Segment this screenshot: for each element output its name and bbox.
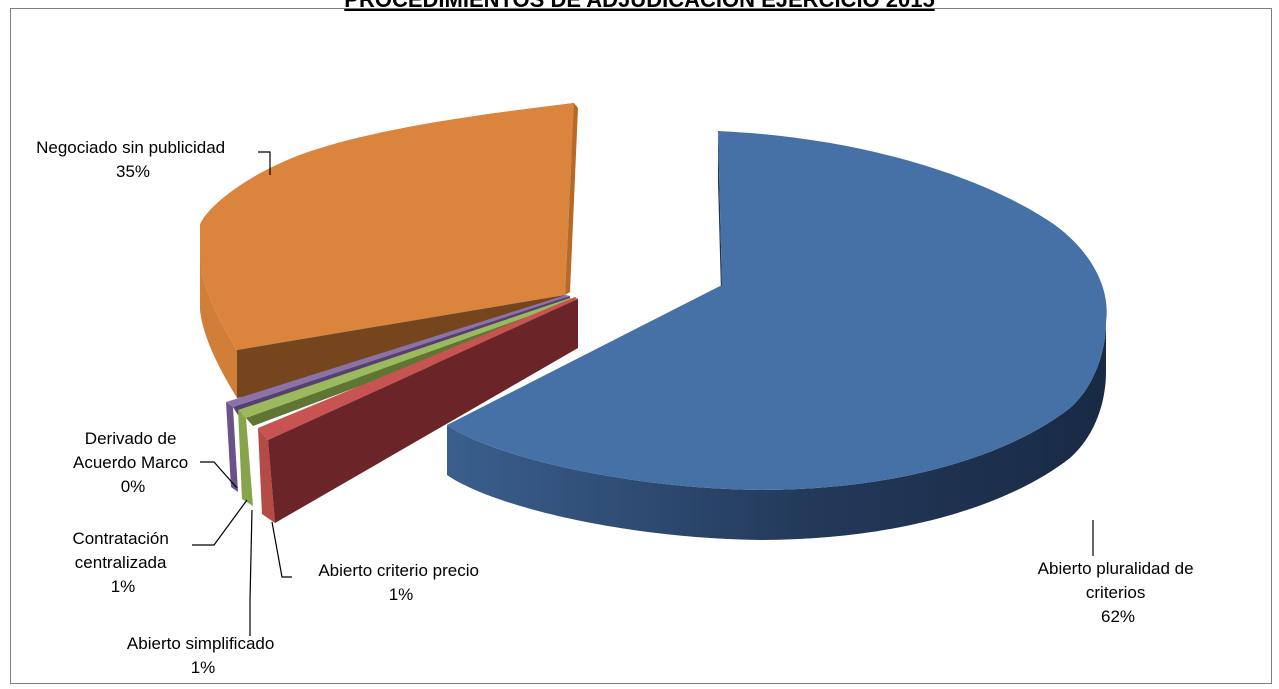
leader-criterio-precio	[271, 521, 292, 578]
leader-derivado	[200, 461, 238, 489]
slice-abierto-criterio-precio[interactable]	[258, 297, 578, 523]
slice-negociado-sin-publicidad[interactable]	[200, 103, 578, 398]
label-criterio-precio: Abierto criterio precio 1%	[318, 561, 483, 604]
leader-simplificado	[249, 509, 253, 636]
leader-lines	[192, 151, 1094, 636]
label-contratacion: Contratación centralizada 1%	[72, 529, 173, 596]
leader-contratacion	[192, 499, 248, 546]
label-derivado: Derivado de Acuerdo Marco 0%	[73, 429, 193, 496]
data-labels: Negociado sin publicidad 35% Derivado de…	[36, 138, 1199, 677]
chart-title: PROCEDIMIENTOS DE ADJUDICACIÓN EJERCICIO…	[0, 0, 1279, 13]
slice-abierto-pluralidad-de-criterios[interactable]	[447, 131, 1107, 540]
label-simplificado: Abierto simplificado 1%	[127, 634, 279, 677]
leader-negociado	[258, 151, 271, 175]
label-pluralidad: Abierto pluralidad de criterios 62%	[1038, 559, 1199, 626]
label-negociado: Negociado sin publicidad 35%	[36, 138, 230, 181]
